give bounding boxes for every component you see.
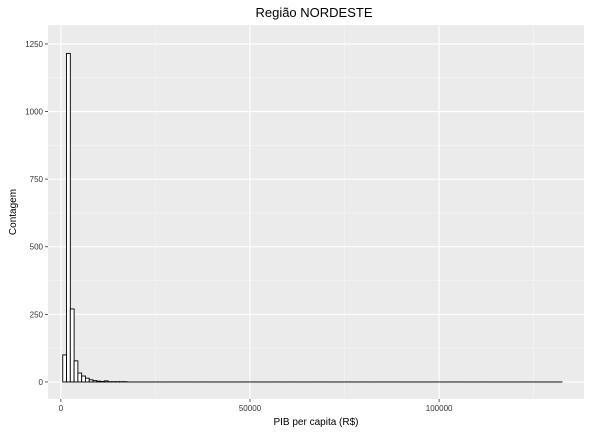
- y-tick-label: 0: [39, 378, 44, 387]
- y-axis: 0 250 500 750 1000 1250: [25, 40, 48, 387]
- histogram-bars: [62, 52, 563, 383]
- histogram-bar: [66, 52, 71, 383]
- x-axis: 0 50000 100000: [59, 399, 453, 413]
- x-tick-label: 100000: [426, 404, 453, 413]
- histogram-bar: [62, 354, 67, 383]
- histogram-bar: [96, 380, 102, 383]
- x-tick-label: 50000: [239, 404, 262, 413]
- histogram-bar: [81, 375, 86, 383]
- y-tick-label: 250: [30, 310, 44, 319]
- y-tick-label: 750: [30, 175, 44, 184]
- histogram-bar: [84, 377, 90, 383]
- x-axis-title: PIB per capita (R$): [273, 417, 358, 428]
- histogram-bar: [92, 380, 98, 383]
- histogram-bar: [100, 380, 105, 383]
- y-tick-label: 1250: [25, 40, 43, 49]
- histogram-bar: [88, 379, 94, 383]
- x-tick-label: 0: [59, 404, 64, 413]
- chart-title: Região NORDESTE: [255, 5, 372, 20]
- minor-gridlines: [48, 25, 584, 399]
- histogram-bar: [77, 372, 83, 383]
- y-tick-label: 1000: [25, 108, 43, 117]
- y-axis-title: Contagem: [8, 189, 19, 235]
- histogram-bar: [69, 308, 75, 383]
- plot-panel: [48, 25, 584, 399]
- histogram-bar: [73, 360, 79, 383]
- histogram-bar: [103, 380, 109, 383]
- y-tick-label: 500: [30, 243, 44, 252]
